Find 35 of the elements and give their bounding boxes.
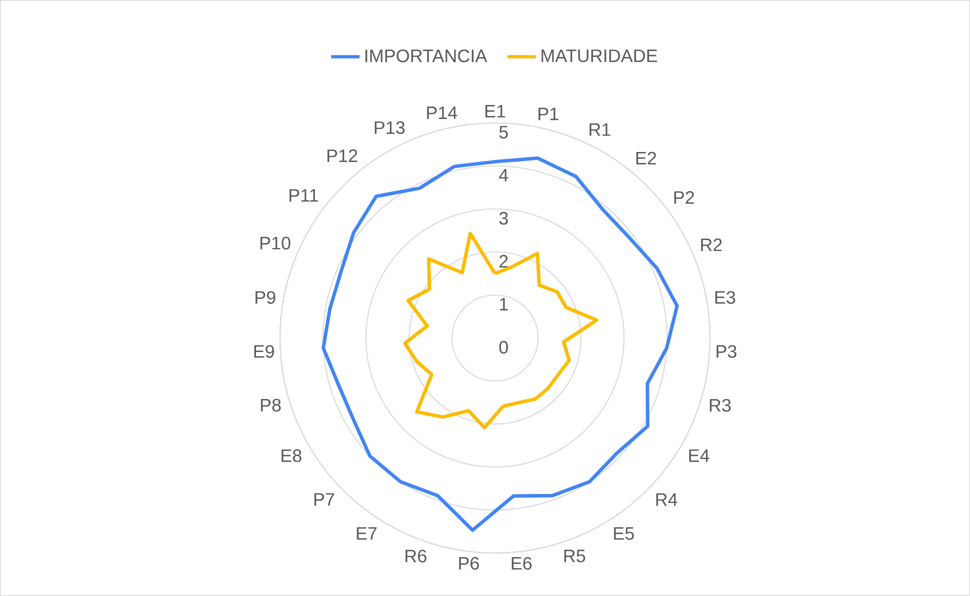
y-tick-label: 4 [499,168,508,182]
spoke-label: R4 [656,493,678,506]
spoke-label: R5 [564,550,586,562]
spoke-label: P8 [260,398,281,412]
y-tick-label: 1 [500,298,508,310]
spoke-label: P6 [459,556,479,570]
spoke-label: P10 [260,236,290,250]
y-tick-label: 0 [499,340,508,354]
spoke-label: P2 [674,191,694,204]
legend-label: IMPORTANCIA [365,50,488,62]
spoke-label: E7 [356,527,377,540]
y-tick-label: 3 [499,212,508,225]
spoke-label: R2 [701,238,722,252]
spoke-label: E9 [254,345,274,358]
spoke-label: E2 [636,152,656,164]
spoke-label: P1 [538,108,558,120]
spoke-label: E3 [715,291,736,304]
spoke-label: P7 [314,493,334,506]
spoke-label: P3 [716,345,736,358]
spoke-label: R1 [590,123,610,136]
spoke-label: E8 [282,449,302,462]
spoke-label: E1 [485,105,506,118]
spoke-label: E4 [689,449,710,462]
legend-label: MATURIDADE [542,50,658,62]
spoke-label: P13 [374,121,405,134]
spoke-label: P9 [256,291,276,304]
spoke-label: P11 [290,189,318,202]
spoke-label: P12 [327,149,358,162]
spoke-label: R3 [710,398,731,412]
spoke-label: P14 [427,106,458,119]
y-tick-label: 2 [500,254,508,268]
spoke-label: E5 [614,527,634,540]
spoke-label: R6 [406,550,426,562]
spoke-label: E6 [512,556,532,570]
y-tick-label: 5 [499,126,508,138]
